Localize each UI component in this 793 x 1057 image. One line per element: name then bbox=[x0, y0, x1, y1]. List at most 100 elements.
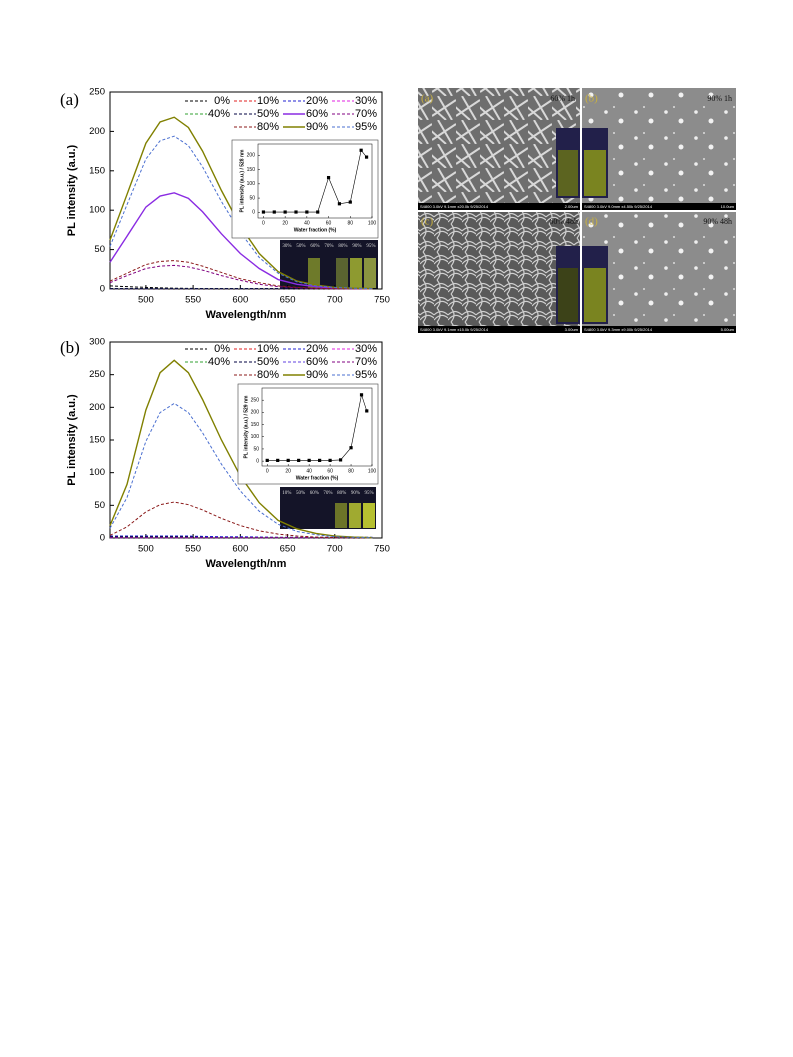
vial-label: 70% bbox=[323, 491, 332, 496]
legend-label: 90% bbox=[306, 369, 328, 381]
x-tick-label: 40 bbox=[306, 468, 312, 474]
legend-label: 60% bbox=[306, 356, 328, 368]
data-point bbox=[337, 202, 342, 206]
y-tick-label: 100 bbox=[247, 181, 256, 187]
y-tick-label: 0 bbox=[252, 210, 255, 216]
data-point bbox=[307, 458, 311, 462]
data-point bbox=[328, 458, 332, 462]
data-point bbox=[364, 155, 369, 159]
sem-condition: 90% 1h bbox=[707, 94, 732, 103]
inset-frame bbox=[237, 383, 379, 485]
vial-label: 80% bbox=[337, 491, 346, 496]
y-tick-label: 50 bbox=[249, 195, 255, 201]
y-tick-label: 50 bbox=[94, 500, 105, 511]
x-tick-label: 750 bbox=[374, 544, 390, 555]
vial-glow bbox=[558, 150, 578, 196]
vial-label: 80% bbox=[338, 244, 347, 249]
data-point bbox=[272, 210, 276, 214]
sem-scale: 2.00um bbox=[565, 204, 579, 209]
legend-label: 10% bbox=[257, 343, 279, 355]
series-line bbox=[109, 359, 373, 539]
sem-info-bar bbox=[582, 203, 736, 210]
x-tick-label: 500 bbox=[138, 544, 154, 555]
sem-scale: 3.00um bbox=[565, 327, 579, 332]
vial-glow bbox=[349, 503, 361, 528]
x-tick-label: 80 bbox=[348, 220, 354, 226]
legend-label: 70% bbox=[355, 356, 377, 368]
legend-label: 70% bbox=[355, 108, 377, 120]
x-tick-label: 650 bbox=[280, 295, 296, 306]
y-tick-label: 150 bbox=[251, 422, 260, 428]
legend-label: 20% bbox=[306, 343, 328, 355]
data-point bbox=[305, 210, 309, 214]
x-tick-label: 40 bbox=[304, 220, 310, 226]
data-point bbox=[326, 175, 331, 180]
x-tick-label: 60 bbox=[327, 468, 333, 474]
legend-label: 50% bbox=[257, 108, 279, 120]
y-axis-label: PL intensity (a.u.) / 528 nm bbox=[239, 149, 245, 213]
panel-label: (a) bbox=[60, 90, 79, 109]
x-axis-label: Wavelength/nm bbox=[206, 558, 287, 570]
data-point bbox=[348, 200, 352, 204]
vial-label: 50% bbox=[296, 244, 305, 249]
y-axis-label: PL intensity (a.u.) bbox=[66, 144, 78, 236]
x-tick-label: 650 bbox=[280, 544, 296, 555]
series-line bbox=[109, 501, 373, 539]
data-point bbox=[349, 446, 353, 450]
vial-label: 50% bbox=[296, 491, 305, 496]
vial-label: 90% bbox=[351, 491, 360, 496]
data-point bbox=[265, 458, 269, 462]
legend-label: 30% bbox=[355, 95, 377, 107]
y-axis-label: PL intensity (a.u.) bbox=[66, 394, 78, 486]
legend-label: 0% bbox=[214, 343, 230, 355]
y-tick-label: 150 bbox=[89, 435, 105, 446]
vial-label: 30% bbox=[282, 244, 291, 249]
data-point bbox=[359, 148, 363, 152]
data-point bbox=[276, 458, 280, 462]
vial-glow bbox=[335, 503, 347, 528]
y-tick-label: 200 bbox=[89, 402, 105, 413]
x-tick-label: 0 bbox=[266, 468, 269, 474]
series-line bbox=[109, 402, 373, 539]
legend-label: 80% bbox=[257, 369, 279, 381]
y-tick-label: 50 bbox=[94, 244, 105, 255]
legend-label: 10% bbox=[257, 95, 279, 107]
vial-glow bbox=[558, 268, 578, 322]
y-tick-label: 250 bbox=[89, 87, 105, 98]
data-point bbox=[286, 458, 290, 462]
vial-label: 60% bbox=[310, 244, 319, 249]
x-axis-label: Water fraction (%) bbox=[296, 475, 339, 481]
y-tick-label: 100 bbox=[89, 467, 105, 478]
x-tick-label: 100 bbox=[368, 220, 377, 226]
y-tick-label: 150 bbox=[89, 165, 105, 176]
vial-label: 70% bbox=[324, 244, 333, 249]
series-line bbox=[109, 192, 373, 290]
sem-info: S4800 3.0kV 9.1mm x15.0k 9/25/2014 bbox=[420, 327, 489, 332]
x-tick-label: 80 bbox=[348, 468, 354, 474]
vial-glow bbox=[363, 503, 375, 528]
sem-label: (a) bbox=[421, 93, 434, 105]
y-tick-label: 300 bbox=[89, 337, 105, 348]
data-point bbox=[294, 210, 298, 214]
sem-figure: (a) 60% 1h S4800 3.0kV 9.1mm x20.0k 9/25… bbox=[418, 88, 736, 333]
data-point bbox=[297, 458, 301, 462]
x-tick-label: 550 bbox=[185, 544, 201, 555]
legend-label: 95% bbox=[355, 121, 377, 133]
x-tick-label: 700 bbox=[327, 295, 343, 306]
y-tick-label: 150 bbox=[247, 167, 256, 173]
y-tick-label: 200 bbox=[247, 153, 256, 159]
sem-info-bar bbox=[418, 326, 580, 333]
data-point bbox=[338, 458, 343, 462]
legend-label: 30% bbox=[355, 343, 377, 355]
vial-glow bbox=[584, 150, 606, 196]
x-tick-label: 100 bbox=[368, 468, 377, 474]
data-point bbox=[359, 393, 364, 397]
data-point bbox=[283, 210, 287, 214]
y-tick-label: 0 bbox=[100, 284, 105, 295]
vial-label: 95% bbox=[366, 244, 375, 249]
y-axis-label: PL intensity (a.u.) / 529 nm bbox=[243, 395, 249, 459]
legend-label: 40% bbox=[208, 108, 230, 120]
sem-image bbox=[418, 212, 580, 333]
